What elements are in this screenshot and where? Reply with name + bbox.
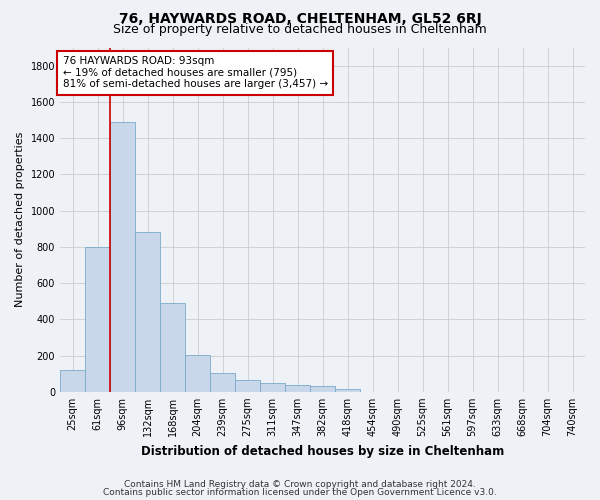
Text: Size of property relative to detached houses in Cheltenham: Size of property relative to detached ho… (113, 22, 487, 36)
Bar (260, 382, 285, 392)
Bar (160, 303, 185, 392)
Bar (210, 373, 235, 392)
Bar (135, 232, 160, 392)
Bar (310, 386, 335, 392)
Text: Contains HM Land Registry data © Crown copyright and database right 2024.: Contains HM Land Registry data © Crown c… (124, 480, 476, 489)
Y-axis label: Number of detached properties: Number of detached properties (15, 132, 25, 308)
Bar (335, 389, 360, 392)
X-axis label: Distribution of detached houses by size in Cheltenham: Distribution of detached houses by size … (141, 444, 504, 458)
Text: 76 HAYWARDS ROAD: 93sqm
← 19% of detached houses are smaller (795)
81% of semi-d: 76 HAYWARDS ROAD: 93sqm ← 19% of detache… (62, 56, 328, 90)
Bar (285, 384, 310, 392)
Bar (235, 380, 260, 392)
Text: Contains public sector information licensed under the Open Government Licence v3: Contains public sector information licen… (103, 488, 497, 497)
Bar (185, 354, 210, 392)
Bar (110, 122, 135, 392)
Bar (85, 247, 110, 392)
Bar (60, 370, 85, 392)
Text: 76, HAYWARDS ROAD, CHELTENHAM, GL52 6RJ: 76, HAYWARDS ROAD, CHELTENHAM, GL52 6RJ (119, 12, 481, 26)
